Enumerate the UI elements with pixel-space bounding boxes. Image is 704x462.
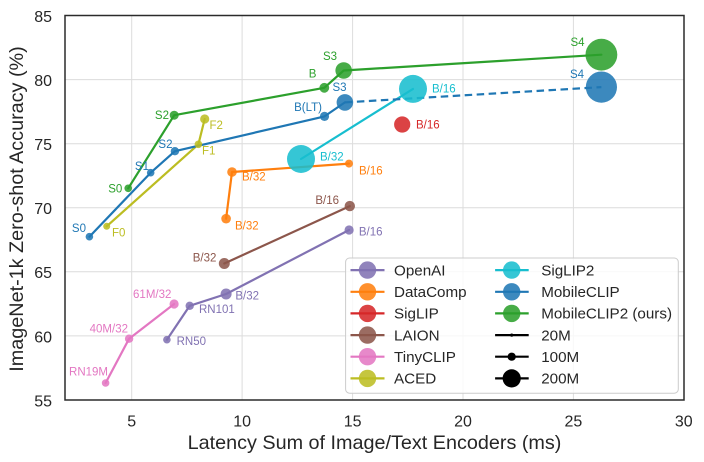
svg-text:B/16: B/16 xyxy=(359,227,383,239)
svg-text:B: B xyxy=(309,69,317,81)
svg-text:S3: S3 xyxy=(323,51,337,63)
svg-text:Latency Sum of Image/Text Enco: Latency Sum of Image/Text Encoders (ms) xyxy=(188,432,562,454)
svg-text:B/16: B/16 xyxy=(432,84,456,96)
svg-text:LAION: LAION xyxy=(394,327,440,344)
svg-text:TinyCLIP: TinyCLIP xyxy=(394,349,456,366)
svg-text:RN50: RN50 xyxy=(177,336,206,348)
svg-text:F2: F2 xyxy=(210,120,223,132)
svg-text:S2: S2 xyxy=(158,139,172,151)
svg-text:200M: 200M xyxy=(541,371,579,388)
svg-text:B/16: B/16 xyxy=(315,195,339,207)
svg-text:55: 55 xyxy=(34,393,52,410)
svg-text:ImageNet-1k Zero-shot Accuracy: ImageNet-1k Zero-shot Accuracy (%) xyxy=(6,46,28,371)
svg-text:RN101: RN101 xyxy=(199,304,235,316)
svg-text:S4: S4 xyxy=(570,69,585,81)
svg-text:MobileCLIP2 (ours): MobileCLIP2 (ours) xyxy=(541,306,672,323)
svg-text:20M: 20M xyxy=(541,327,571,344)
svg-text:B/16: B/16 xyxy=(416,120,440,132)
svg-text:B/32: B/32 xyxy=(235,221,259,233)
svg-text:S1: S1 xyxy=(135,161,149,173)
svg-text:S0: S0 xyxy=(108,183,122,195)
svg-text:30: 30 xyxy=(675,413,693,430)
svg-text:B/32: B/32 xyxy=(193,252,217,264)
svg-text:ACED: ACED xyxy=(394,371,436,388)
svg-text:SigLIP2: SigLIP2 xyxy=(541,262,594,279)
svg-text:F1: F1 xyxy=(202,146,215,158)
svg-text:20: 20 xyxy=(454,413,472,430)
svg-text:60: 60 xyxy=(34,329,52,346)
svg-text:B/16: B/16 xyxy=(359,166,383,178)
svg-text:5: 5 xyxy=(127,413,136,430)
svg-text:RN19M: RN19M xyxy=(69,367,108,379)
svg-text:80: 80 xyxy=(34,73,52,90)
svg-text:F0: F0 xyxy=(112,228,125,240)
svg-text:S0: S0 xyxy=(72,223,86,235)
svg-text:40M/32: 40M/32 xyxy=(90,323,128,335)
svg-text:85: 85 xyxy=(34,9,52,26)
svg-text:B/32: B/32 xyxy=(320,152,344,164)
svg-text:DataComp: DataComp xyxy=(394,284,467,301)
svg-text:25: 25 xyxy=(565,413,583,430)
svg-text:61M/32: 61M/32 xyxy=(133,289,171,301)
svg-text:10: 10 xyxy=(233,413,251,430)
svg-text:B/32: B/32 xyxy=(235,290,259,302)
svg-text:70: 70 xyxy=(34,201,52,218)
svg-text:SigLIP: SigLIP xyxy=(394,306,439,323)
svg-text:S3: S3 xyxy=(332,82,346,94)
svg-text:B(LT): B(LT) xyxy=(294,102,322,114)
svg-text:S2: S2 xyxy=(155,110,169,122)
svg-text:15: 15 xyxy=(344,413,362,430)
svg-text:75: 75 xyxy=(34,137,52,154)
svg-text:S4: S4 xyxy=(570,37,585,49)
svg-text:65: 65 xyxy=(34,265,52,282)
svg-text:B/32: B/32 xyxy=(242,172,266,184)
svg-text:100M: 100M xyxy=(541,349,579,366)
svg-text:MobileCLIP: MobileCLIP xyxy=(541,284,620,301)
svg-text:OpenAI: OpenAI xyxy=(394,262,446,279)
